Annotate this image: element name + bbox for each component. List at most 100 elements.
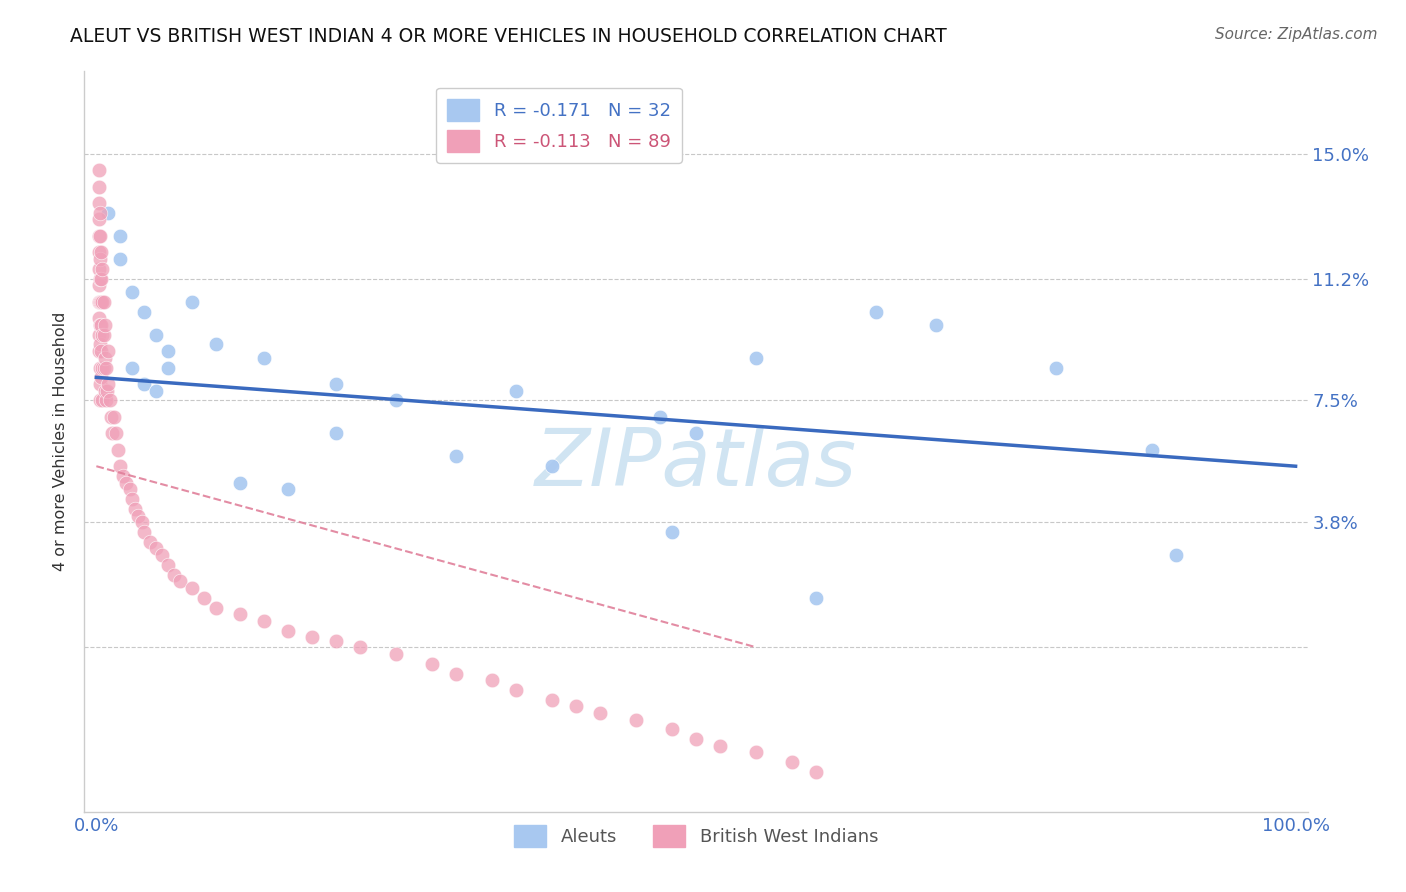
Point [87,228,110,243]
Point [91,261,114,276]
Point [661,723,683,737]
Point [229,607,252,622]
Point [181,294,204,309]
Point [93,294,115,309]
Point [139,535,162,549]
Point [87,245,110,260]
Point [505,384,527,398]
Point [745,746,768,760]
Point [444,450,467,464]
Point [589,706,612,720]
Point [624,713,647,727]
Point [205,600,228,615]
Point [804,591,827,605]
Point [101,426,124,441]
Point [229,475,252,490]
Point [253,351,276,365]
Point [301,630,323,644]
Point [87,179,110,194]
Point [97,206,120,220]
Point [745,351,768,365]
Point [104,426,127,441]
Point [145,541,167,556]
Point [804,765,827,780]
Point [90,294,112,309]
Text: ZIPatlas: ZIPatlas [534,425,858,503]
Point [107,442,129,457]
Point [89,337,111,351]
Point [97,376,120,391]
Point [87,196,110,211]
Point [134,376,156,391]
Point [91,393,114,408]
Point [277,624,299,638]
Point [87,278,110,293]
Point [150,548,173,562]
Point [90,370,112,384]
Point [541,693,564,707]
Point [124,502,146,516]
Point [115,475,138,490]
Point [87,212,110,227]
Point [110,228,132,243]
Point [93,384,117,398]
Point [93,327,115,342]
Point [145,384,167,398]
Point [87,327,110,342]
Point [444,666,467,681]
Point [93,318,117,332]
Point [91,327,114,342]
Point [90,271,112,285]
Text: ALEUT VS BRITISH WEST INDIAN 4 OR MORE VEHICLES IN HOUSEHOLD CORRELATION CHART: ALEUT VS BRITISH WEST INDIAN 4 OR MORE V… [70,27,948,45]
Point [90,245,112,260]
Point [97,344,120,359]
Point [157,344,180,359]
Y-axis label: 4 or more Vehicles in Household: 4 or more Vehicles in Household [53,312,69,571]
Point [648,409,671,424]
Point [121,492,143,507]
Point [385,647,408,661]
Point [565,699,588,714]
Text: Source: ZipAtlas.com: Source: ZipAtlas.com [1215,27,1378,42]
Point [709,739,731,753]
Point [1164,548,1187,562]
Legend: Aleuts, British West Indians: Aleuts, British West Indians [506,818,886,855]
Point [93,360,115,375]
Point [925,318,948,332]
Point [91,294,114,309]
Point [131,515,153,529]
Point [420,657,443,671]
Point [94,360,117,375]
Point [89,252,111,266]
Point [90,318,112,332]
Point [169,574,191,589]
Point [89,393,111,408]
Point [163,567,186,582]
Point [865,304,887,318]
Point [94,393,117,408]
Point [121,360,143,375]
Point [89,271,111,285]
Point [134,304,156,318]
Point [541,459,564,474]
Point [90,344,112,359]
Point [1045,360,1067,375]
Point [100,409,122,424]
Point [385,393,408,408]
Point [325,376,347,391]
Point [325,426,347,441]
Point [349,640,371,655]
Point [661,524,683,539]
Point [205,337,228,351]
Point [181,581,204,595]
Point [103,409,125,424]
Point [193,591,215,605]
Point [93,351,117,365]
Point [89,318,111,332]
Point [89,376,111,391]
Point [127,508,149,523]
Point [87,261,110,276]
Point [110,459,132,474]
Point [87,344,110,359]
Point [96,384,118,398]
